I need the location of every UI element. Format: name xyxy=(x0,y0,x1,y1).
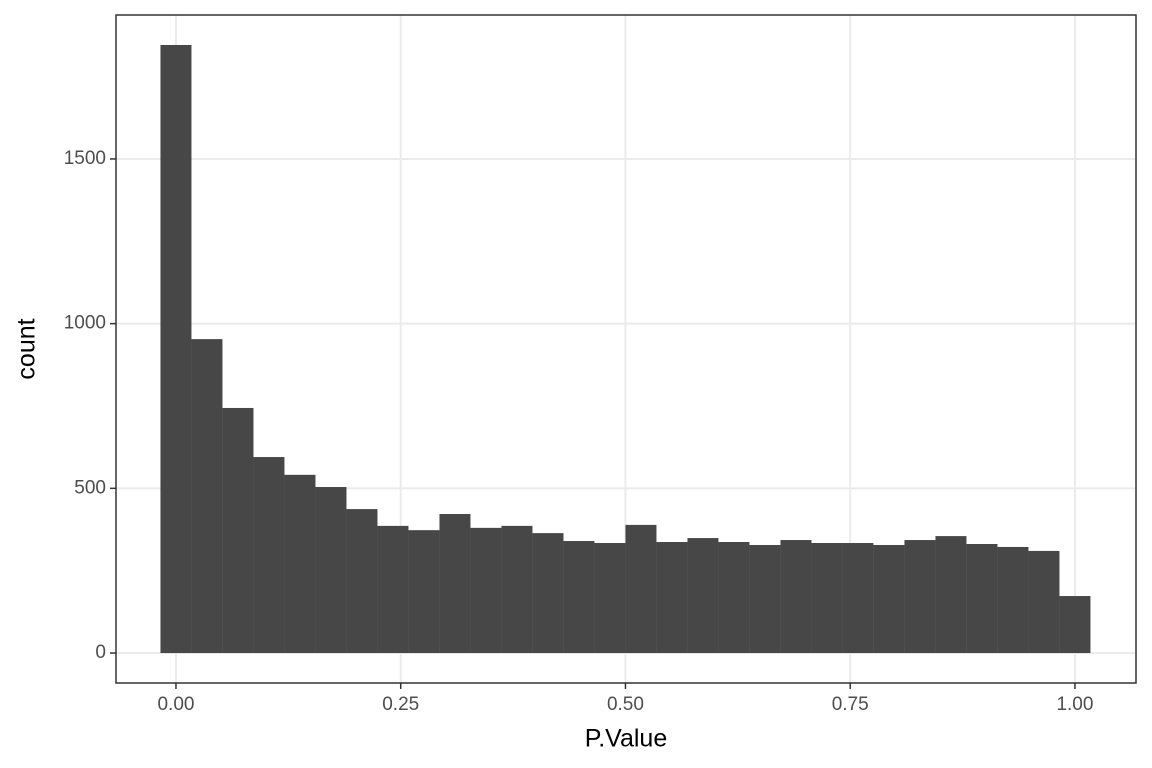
bar xyxy=(594,543,626,654)
bar xyxy=(222,407,254,654)
bar xyxy=(842,543,874,654)
bar xyxy=(532,533,564,654)
bar xyxy=(997,546,1029,654)
bar xyxy=(780,540,812,654)
y-tick-label: 500 xyxy=(74,477,106,498)
bar xyxy=(1028,550,1060,654)
bar xyxy=(470,527,502,654)
bar xyxy=(687,538,719,654)
bar xyxy=(749,544,781,654)
bar xyxy=(563,541,595,654)
bar xyxy=(718,542,750,654)
bar xyxy=(284,474,316,654)
bar xyxy=(377,525,409,654)
bar xyxy=(1059,596,1091,654)
bar xyxy=(439,514,471,654)
bar xyxy=(811,543,843,654)
bar xyxy=(253,457,285,654)
bar xyxy=(346,509,378,654)
bar xyxy=(408,530,440,654)
bar xyxy=(315,487,347,654)
bar xyxy=(160,44,192,654)
bar xyxy=(966,543,998,654)
bar xyxy=(935,536,967,654)
x-tick-label: 0.75 xyxy=(832,694,869,715)
bar xyxy=(904,540,936,654)
bar xyxy=(656,542,688,654)
bar xyxy=(873,544,905,654)
bar xyxy=(501,525,533,654)
y-tick-label: 0 xyxy=(95,642,106,663)
x-tick-label: 0.00 xyxy=(157,694,194,715)
y-tick-label: 1500 xyxy=(64,148,106,169)
y-tick-label: 1000 xyxy=(64,313,106,334)
bar xyxy=(191,339,223,654)
x-tick-label: 0.50 xyxy=(607,694,644,715)
x-axis-title: P.Value xyxy=(585,725,667,753)
x-tick-label: 1.00 xyxy=(1056,694,1093,715)
y-axis-title: count xyxy=(13,318,41,379)
x-tick-label: 0.25 xyxy=(382,694,419,715)
bar xyxy=(625,524,657,654)
panel-border xyxy=(115,14,1137,684)
